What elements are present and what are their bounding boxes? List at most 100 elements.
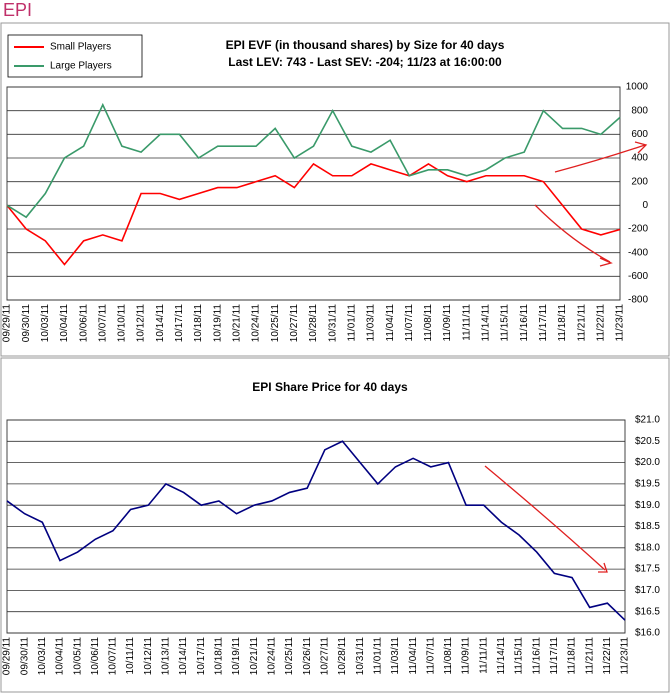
y-tick-label: $16.0 <box>635 628 660 639</box>
x-tick-label: 11/08/11 <box>423 304 434 342</box>
x-tick-label: 11/01/11 <box>346 304 357 342</box>
x-tick-label: 11/23/11 <box>620 637 631 675</box>
y-tick-label: $18.5 <box>635 521 660 532</box>
x-tick-label: 10/27/11 <box>319 637 330 676</box>
x-tick-label: 10/17/11 <box>174 304 185 343</box>
series-line <box>6 162 621 266</box>
page-title: EPI <box>3 0 32 20</box>
x-tick-label: 10/04/11 <box>55 637 66 676</box>
y-tick-label: 800 <box>631 105 648 116</box>
x-tick-label: 11/09/11 <box>461 637 472 675</box>
y-tick-label: 0 <box>642 200 648 211</box>
x-tick-label: 10/28/11 <box>337 637 348 676</box>
y-tick-label: $17.0 <box>635 585 660 596</box>
x-tick-label: 10/17/11 <box>196 637 207 676</box>
x-tick-label: 11/03/11 <box>390 637 401 675</box>
x-tick-label: 10/31/11 <box>327 304 338 343</box>
y-tick-label: $21.0 <box>635 415 660 426</box>
x-tick-label: 11/11/11 <box>461 304 472 341</box>
x-tick-label: 11/14/11 <box>496 637 507 675</box>
x-tick-label: 09/29/11 <box>2 637 13 676</box>
x-tick-label: 10/03/11 <box>40 304 51 343</box>
x-tick-label: 10/19/11 <box>212 304 223 343</box>
x-tick-label: 11/07/11 <box>425 637 436 675</box>
x-tick-label: 10/27/11 <box>289 304 300 343</box>
x-tick-label: 10/31/11 <box>355 637 366 676</box>
x-tick-label: 10/21/11 <box>249 637 260 676</box>
x-tick-label: 10/07/11 <box>97 304 108 343</box>
arrow <box>554 141 648 173</box>
y-tick-label: $16.5 <box>635 606 660 617</box>
x-tick-label: 11/17/11 <box>549 637 560 675</box>
x-tick-label: 10/14/11 <box>155 304 166 343</box>
y-tick-label: $20.5 <box>635 436 660 447</box>
x-tick-label: 11/22/11 <box>602 637 613 675</box>
x-tick-label: 10/06/11 <box>90 637 101 676</box>
y-tick-label: $18.0 <box>635 542 660 553</box>
x-tick-label: 11/23/11 <box>615 304 626 342</box>
x-tick-label: 10/12/11 <box>136 304 147 343</box>
x-tick-label: 10/28/11 <box>308 304 319 343</box>
x-tick-label: 10/05/11 <box>72 637 83 676</box>
x-tick-label: 11/04/11 <box>408 637 419 675</box>
x-tick-label: 11/15/11 <box>500 304 511 342</box>
y-tick-label: 1000 <box>626 82 649 93</box>
x-tick-label: 11/07/11 <box>404 304 415 342</box>
x-tick-label: 11/21/11 <box>576 304 587 342</box>
x-tick-label: 11/21/11 <box>584 637 595 675</box>
x-tick-label: 10/07/11 <box>108 637 119 676</box>
y-tick-label: -400 <box>628 247 648 258</box>
arrow <box>484 465 608 573</box>
annotations <box>484 141 648 573</box>
legend-label: Small Players <box>50 42 111 53</box>
plot-area <box>6 86 621 301</box>
x-tick-label: 09/29/11 <box>2 304 13 343</box>
x-tick-label: 09/30/11 <box>21 304 32 343</box>
x-tick-label: 10/11/11 <box>125 637 136 675</box>
x-tick-label: 11/16/11 <box>519 304 530 342</box>
x-tick-label: 10/12/11 <box>143 637 154 676</box>
y-tick-label: -200 <box>628 224 648 235</box>
legend-label: Large Players <box>50 61 112 72</box>
x-tick-label: 11/04/11 <box>385 304 396 342</box>
x-tick-label: 11/01/11 <box>372 637 383 675</box>
x-tick-label: 10/25/11 <box>284 637 295 676</box>
x-tick-label: 11/14/11 <box>481 304 492 342</box>
legend <box>7 34 143 78</box>
y-tick-label: 600 <box>631 129 648 140</box>
x-tick-label: 10/04/11 <box>59 304 70 343</box>
x-tick-label: 10/18/11 <box>214 637 225 676</box>
x-tick-label: 11/16/11 <box>531 637 542 675</box>
x-tick-label: 10/19/11 <box>231 637 242 676</box>
x-tick-label: 11/03/11 <box>366 304 377 342</box>
x-tick-label: 10/24/11 <box>251 304 262 343</box>
x-tick-label: 11/11/11 <box>478 637 489 674</box>
y-tick-label: $19.5 <box>635 479 660 490</box>
x-tick-label: 09/30/11 <box>19 637 30 676</box>
y-tick-label: 200 <box>631 176 648 187</box>
x-tick-label: 11/18/11 <box>567 637 578 675</box>
y-tick-label: 400 <box>631 153 648 164</box>
x-tick-label: 11/17/11 <box>538 304 549 342</box>
series-line <box>6 440 626 621</box>
x-tick-label: 10/18/11 <box>193 304 204 343</box>
x-tick-label: 11/15/11 <box>514 637 525 675</box>
x-tick-label: 11/18/11 <box>557 304 568 342</box>
y-tick-label: $19.0 <box>635 500 660 511</box>
x-tick-label: 10/21/11 <box>232 304 243 343</box>
y-tick-label: $17.5 <box>635 564 660 575</box>
y-tick-label: -600 <box>628 271 648 282</box>
y-tick-label: -800 <box>628 295 648 306</box>
chart-title: EPI Share Price for 40 days <box>252 380 408 394</box>
x-tick-label: 11/08/11 <box>443 637 454 675</box>
x-tick-label: 11/09/11 <box>442 304 453 342</box>
series-line <box>6 102 621 219</box>
x-tick-label: 10/03/11 <box>37 637 48 676</box>
x-tick-label: 10/26/11 <box>302 637 313 676</box>
x-tick-label: 10/25/11 <box>270 304 281 343</box>
x-tick-label: 11/22/11 <box>595 304 606 342</box>
x-tick-label: 10/10/11 <box>117 304 128 343</box>
x-tick-label: 10/06/11 <box>78 304 89 343</box>
x-tick-label: 10/13/11 <box>161 637 172 676</box>
